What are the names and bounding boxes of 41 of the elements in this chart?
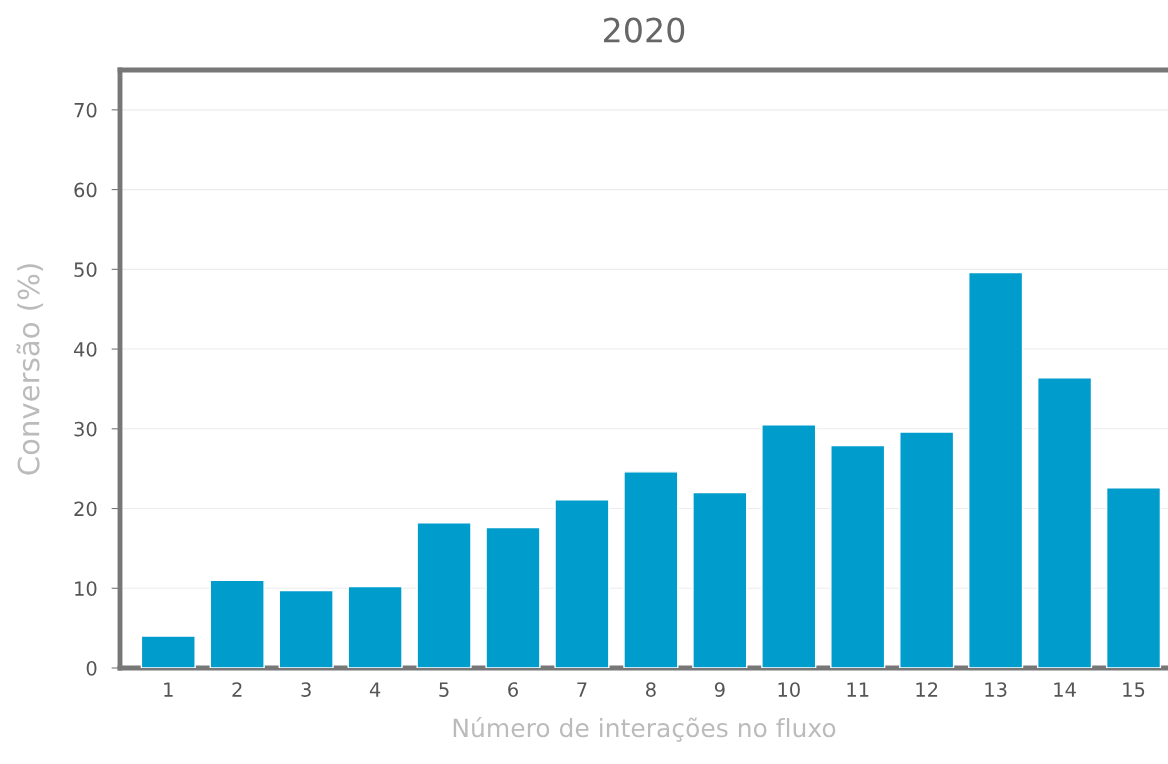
x-tick-label: 9: [714, 682, 725, 697]
bar: [1105, 487, 1162, 668]
x-tick-label: 6: [508, 682, 518, 697]
x-tick-label: 12: [916, 682, 938, 697]
x-tick-label: 2: [232, 682, 242, 697]
bar: [554, 499, 610, 668]
y-tick-label: 20: [74, 501, 97, 517]
x-tick-label: 5: [439, 682, 449, 697]
bar: [416, 522, 472, 668]
y-tick-label: 0: [86, 660, 97, 676]
bar: [623, 471, 679, 668]
y-tick-label: 10: [75, 581, 97, 596]
x-axis-title: Número de interações no fluxo: [453, 717, 836, 742]
chart-title: 2020: [604, 17, 685, 43]
bar: [140, 635, 196, 668]
x-tick-label: 1: [164, 682, 173, 697]
x-tick-label: 13: [985, 682, 1007, 697]
bar: [761, 424, 817, 668]
x-tick-label: 4: [369, 682, 381, 697]
y-tick-label: 60: [74, 182, 97, 198]
bar: [485, 526, 541, 668]
y-tick-label: 40: [73, 342, 97, 357]
x-tick-label: 3: [301, 682, 311, 697]
y-axis-title: Conversão (%): [16, 264, 44, 475]
bar: [899, 431, 955, 668]
x-tick-label: 7: [577, 682, 587, 697]
x-tick-label: 8: [646, 682, 656, 697]
x-tick-label: 11: [847, 682, 869, 697]
bar: [968, 271, 1024, 668]
bar: [830, 444, 886, 668]
bar: [1036, 377, 1093, 668]
x-tick-label: 14: [1054, 682, 1076, 697]
bar: [347, 585, 403, 668]
x-tick-label: 10: [778, 682, 800, 697]
bar: [209, 579, 265, 668]
y-tick-label: 70: [74, 102, 97, 118]
bar: [692, 491, 748, 668]
y-tick-label: 30: [74, 421, 97, 437]
x-tick-label: 15: [1123, 682, 1145, 697]
bar: [278, 589, 334, 668]
y-tick-label: 50: [74, 262, 97, 277]
